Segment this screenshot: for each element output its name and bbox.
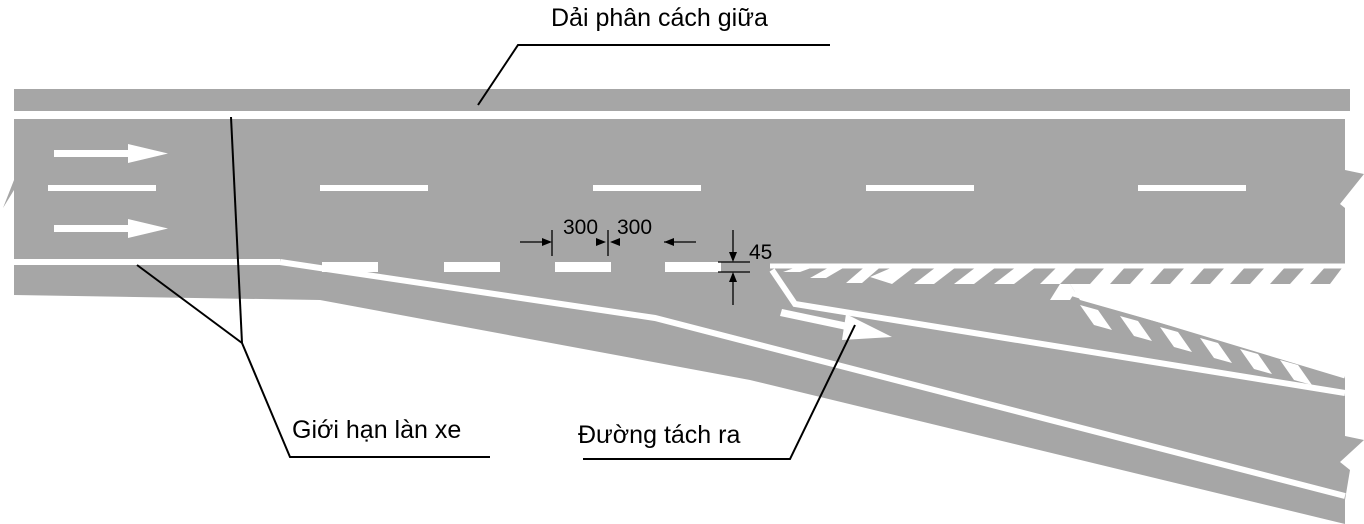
chevron-mark: [1280, 360, 1312, 385]
lane-dash: [320, 185, 428, 191]
dimension-dash-label: 300: [563, 216, 598, 239]
chevron-mark: [1090, 264, 1128, 284]
ramp-road: [14, 264, 1364, 524]
chevron-mark: [1130, 264, 1168, 284]
chevron-mark: [1160, 327, 1192, 352]
lane-dash: [866, 185, 974, 191]
lane-limit-leader: [136, 264, 243, 344]
gore-boundary-inner: [1059, 287, 1346, 379]
lane-dash: [48, 185, 156, 191]
direction-arrow: [54, 144, 168, 163]
diverge-road-leader: [583, 324, 856, 460]
ramp-direction-arrow: [780, 309, 892, 340]
edge-line-bottom: [14, 259, 280, 265]
lane-limit-dash: [322, 262, 378, 272]
gore-chevrons: [783, 264, 1364, 385]
dimension-gap-label: 300: [617, 216, 652, 239]
chevron-mark: [846, 264, 884, 283]
chevron-mark: [1200, 338, 1232, 363]
chevron-mark: [1290, 264, 1328, 284]
lane-limit-dashes: [322, 262, 721, 272]
lane-limit-leader: [241, 342, 490, 458]
leader-lines: [136, 44, 856, 460]
median-strip: [14, 89, 1350, 111]
lane-dash: [593, 185, 701, 191]
chevron-mark: [954, 264, 1000, 284]
ramp-edge-line: [279, 259, 1346, 499]
lane-limit-dash: [665, 262, 721, 272]
lane-dashes: [48, 185, 1246, 191]
direction-arrow: [54, 219, 168, 238]
lane-limit-dash: [444, 262, 500, 272]
chevron-mark: [1170, 264, 1208, 284]
lane-limit-leader: [230, 116, 243, 344]
dimension-annotations: [520, 230, 750, 305]
lane-limit-dash: [555, 262, 611, 272]
chevron-mark: [1040, 264, 1080, 284]
median-label: Dải phân cách giữa: [551, 4, 768, 32]
diverge-road-label: Đường tách ra: [578, 421, 740, 449]
chevron-mark: [1330, 264, 1364, 284]
chevron-mark: [1240, 349, 1272, 374]
chevron-mark: [1120, 316, 1152, 341]
chevron-mark: [1210, 264, 1248, 284]
chevron-mark: [914, 264, 960, 284]
lane-limit-label: Giới hạn làn xe: [292, 416, 461, 444]
dimension-width-label: 45: [749, 241, 772, 264]
chevron-mark: [1250, 264, 1288, 284]
chevron-mark: [994, 264, 1040, 284]
chevron-mark: [1080, 305, 1112, 330]
edge-line-top: [14, 113, 1345, 119]
chevron-mark: [870, 264, 918, 284]
gore-boundary-lower: [769, 268, 1346, 396]
lane-dash: [1138, 185, 1246, 191]
median-leader: [477, 44, 830, 106]
